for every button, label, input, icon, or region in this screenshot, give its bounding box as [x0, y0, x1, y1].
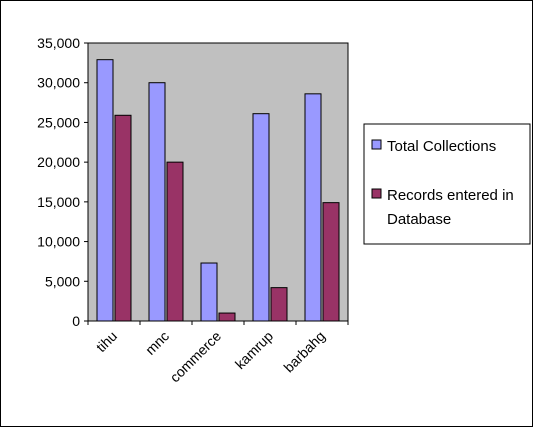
y-tick-label: 15,000: [37, 194, 80, 210]
x-tick-label: barbahg: [280, 328, 328, 376]
bar-records-entered: [114, 114, 132, 322]
x-tick-label: mnc: [142, 328, 172, 358]
bar-total-collections: [252, 113, 270, 322]
y-tick-label: 10,000: [37, 234, 80, 250]
y-tick-label: 20,000: [37, 154, 80, 170]
y-axis: 0 5,000 10,000 15,000 20,000 25,000 30,000 35,0…: [37, 35, 89, 329]
y-tick-label: 25,000: [37, 114, 80, 130]
bar-records-entered: [218, 312, 236, 322]
y-tick-label: 0: [72, 313, 80, 329]
legend: Total Collections Records entered in Datab…: [363, 123, 531, 245]
x-tick-label: commerce: [167, 328, 225, 386]
y-tick-label: 30,000: [37, 75, 80, 91]
bar-records-entered: [270, 287, 288, 322]
legend-swatch: [371, 188, 382, 199]
bar-total-collections: [200, 262, 218, 322]
x-tick-label: kamrup: [232, 328, 276, 372]
bar-records-entered: [166, 161, 184, 322]
bar-total-collections: [304, 93, 322, 322]
bar-total-collections: [148, 82, 166, 322]
legend-box: [363, 123, 531, 245]
bar-records-entered: [322, 202, 340, 322]
bars: [96, 59, 340, 322]
bar-total-collections: [96, 59, 114, 322]
legend-swatch: [371, 139, 382, 150]
y-tick-label: 35,000: [37, 35, 80, 51]
legend-label: Total Collections: [387, 138, 496, 155]
legend-label: Database: [387, 211, 451, 228]
x-tick-label: tihu: [93, 328, 120, 355]
legend-label: Records entered in: [387, 187, 514, 204]
y-tick-label: 5,000: [45, 273, 80, 289]
